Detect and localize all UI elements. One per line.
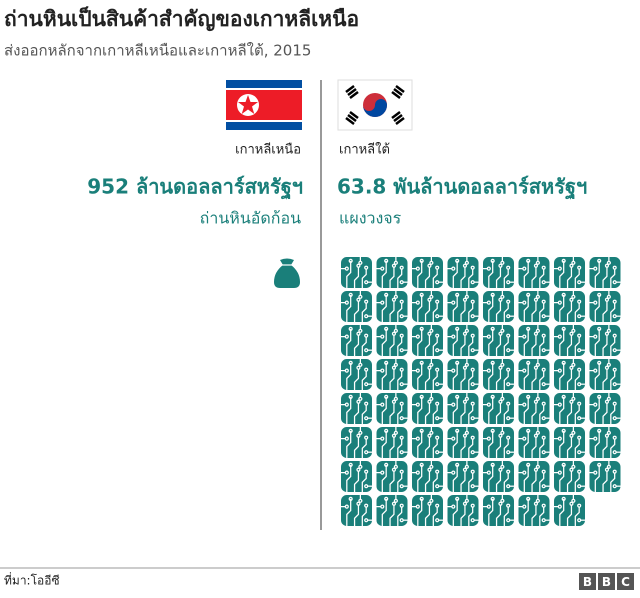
circuit-icon [447, 291, 479, 322]
coal-bag-icon [274, 258, 300, 288]
circuit-icon [554, 359, 585, 390]
circuit-icon [412, 427, 443, 458]
circuit-icon [518, 461, 550, 492]
circuit-icon [376, 257, 408, 288]
circuit-icon [483, 325, 514, 356]
circuit-icon [483, 461, 514, 492]
circuit-icon [412, 393, 443, 424]
circuit-icon [412, 461, 443, 492]
circuit-icon [341, 359, 372, 390]
circuit-icon [341, 461, 372, 492]
circuit-icon [589, 257, 621, 288]
circuit-icon [341, 495, 372, 526]
circuit-icon [554, 325, 585, 356]
circuit-icon [483, 427, 514, 458]
circuit-icon [554, 257, 585, 288]
circuit-icon [341, 325, 372, 356]
circuit-icon [554, 461, 585, 492]
circuit-icon [554, 393, 585, 424]
circuit-icon [447, 461, 479, 492]
circuit-icon [376, 393, 408, 424]
circuit-icon [554, 291, 585, 322]
circuit-icon [589, 461, 621, 492]
country-label: เกาหลีเหนือ [235, 142, 301, 158]
country-label: เกาหลีใต้ [339, 142, 390, 158]
circuit-icon [483, 393, 514, 424]
product-label: แผงวงจร [339, 209, 402, 228]
subtitle: ส่งออกหลักจากเกาหลีเหนือและเกาหลีใต้, 20… [4, 42, 311, 60]
product-label: ถ่านหินอัดก้อน [200, 209, 301, 228]
circuit-icon [518, 291, 550, 322]
circuit-icon [376, 359, 408, 390]
circuit-icon [447, 257, 479, 288]
logo-letter: B [602, 575, 611, 589]
south-korea-flag [337, 79, 413, 131]
circuit-icon [376, 325, 408, 356]
circuit-icon [376, 291, 408, 322]
circuit-icon [447, 359, 479, 390]
circuit-icon [483, 257, 514, 288]
north-korea-flag [226, 80, 302, 130]
circuit-icon [341, 257, 372, 288]
circuit-icons [341, 257, 621, 526]
circuit-icon [412, 359, 443, 390]
source: ที่มา:โออีซี [4, 572, 60, 588]
circuit-icon [412, 257, 443, 288]
circuit-icon [589, 325, 621, 356]
circuit-icon [518, 393, 550, 424]
circuit-icon [518, 325, 550, 356]
title: ถ่านหินเป็นสินค้าสำคัญของเกาหลีเหนือ [4, 5, 359, 32]
circuit-icon [483, 291, 514, 322]
circuit-icon [447, 393, 479, 424]
circuit-icon [518, 427, 550, 458]
export-value: 63.8 พันล้านดอลลาร์สหรัฐฯ [337, 175, 587, 201]
circuit-icon [341, 291, 372, 322]
circuit-icon [341, 393, 372, 424]
circuit-icon [589, 427, 621, 458]
circuit-icon [554, 495, 585, 526]
circuit-icon [518, 257, 550, 288]
logo-letter: C [621, 575, 630, 589]
circuit-icon [483, 359, 514, 390]
circuit-icon [412, 291, 443, 322]
circuit-icon [412, 325, 443, 356]
bbc-logo: B B C [579, 573, 634, 590]
circuit-icon [376, 427, 408, 458]
circuit-icon [447, 325, 479, 356]
circuit-icon [554, 427, 585, 458]
logo-letter: B [583, 575, 592, 589]
circuit-icon [483, 495, 514, 526]
circuit-icon [376, 495, 408, 526]
circuit-icon [589, 495, 604, 526]
circuit-icon [518, 359, 550, 390]
circuit-icon [589, 291, 621, 322]
circuit-icon [447, 427, 479, 458]
circuit-icon [412, 495, 443, 526]
circuit-icon [341, 427, 372, 458]
circuit-icon [447, 495, 479, 526]
circuit-icon [589, 393, 621, 424]
export-value: 952 ล้านดอลลาร์สหรัฐฯ [87, 175, 303, 201]
circuit-icon [589, 359, 621, 390]
circuit-icon [518, 495, 550, 526]
circuit-icon [376, 461, 408, 492]
